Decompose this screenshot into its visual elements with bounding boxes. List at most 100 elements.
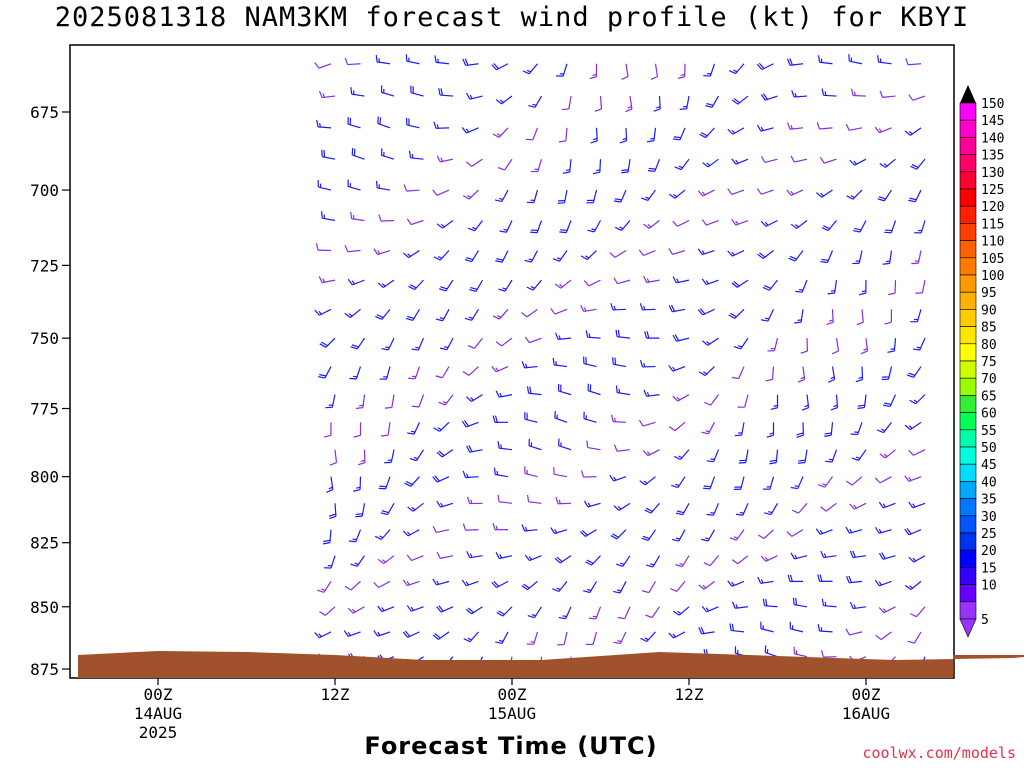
wind-barb-flag xyxy=(820,506,827,512)
wind-barb-flag xyxy=(436,500,442,508)
wind-barb-flag xyxy=(352,215,355,220)
wind-barb-flag xyxy=(587,502,591,507)
wind-barb-flag xyxy=(673,455,681,461)
colorbar-label: 15 xyxy=(981,561,997,576)
wind-barb-staff xyxy=(798,502,808,514)
wind-barb-flag xyxy=(378,214,382,222)
wind-barb-flag xyxy=(790,552,795,560)
wind-barbs xyxy=(314,54,926,672)
wind-barb-flag xyxy=(729,537,737,541)
wind-barb-staff xyxy=(391,394,395,408)
wind-barb-staff xyxy=(648,581,657,593)
wind-barb-flag xyxy=(790,190,794,195)
wind-barb-flag xyxy=(353,489,361,492)
wind-barb-flag xyxy=(699,133,707,139)
wind-barb-flag xyxy=(674,166,682,171)
wind-barb-flag xyxy=(710,512,715,514)
wind-barb-flag xyxy=(706,102,714,106)
colorbar-label: 80 xyxy=(981,338,997,353)
wind-barb-flag xyxy=(436,155,441,163)
wind-barb-flag xyxy=(731,559,739,565)
wind-barb-flag xyxy=(674,334,680,341)
wind-barb-flag xyxy=(731,601,736,609)
colorbar-segment xyxy=(959,205,977,224)
wind-barb-flag xyxy=(706,340,711,345)
colorbar-segment xyxy=(959,309,977,327)
wind-barb-flag xyxy=(762,598,766,606)
wind-barb-flag xyxy=(821,258,829,261)
wind-barb-flag xyxy=(328,486,333,490)
wind-barb-staff xyxy=(410,219,424,226)
wind-barb-flag xyxy=(904,584,912,591)
wind-barb-flag xyxy=(790,125,793,130)
wind-barb-staff xyxy=(617,279,631,285)
colorbar-label: 145 xyxy=(981,114,1004,129)
wind-barb-flag xyxy=(554,410,556,418)
wind-barb-flag xyxy=(787,574,791,582)
wind-barb-flag xyxy=(582,590,591,594)
wind-barb-flag xyxy=(765,598,768,606)
wind-barb-flag xyxy=(558,140,566,143)
wind-barb-flag xyxy=(433,256,441,261)
wind-barb-flag xyxy=(857,404,865,407)
wind-barb-flag xyxy=(528,258,533,261)
wind-barb-flag xyxy=(796,434,804,438)
wind-barb-flag xyxy=(700,626,705,634)
wind-barb-flag xyxy=(609,474,615,482)
wind-barb-flag xyxy=(758,62,765,69)
wind-barb-flag xyxy=(643,275,648,283)
wind-barb-staff xyxy=(912,95,926,101)
wind-barb-flag xyxy=(887,350,895,353)
wind-barb-flag xyxy=(705,280,709,285)
wind-barb-flag xyxy=(679,108,687,110)
source-credit[interactable]: coolwx.com/models xyxy=(862,744,1016,762)
wind-barb-flag xyxy=(874,477,881,484)
wind-barb-flag xyxy=(470,397,474,401)
wind-barb-flag xyxy=(801,406,809,411)
wind-barb-flag xyxy=(794,485,799,488)
wind-barb-flag xyxy=(673,193,678,198)
wind-barb-flag xyxy=(356,486,361,489)
wind-barb-flag xyxy=(432,578,438,586)
colorbar-segment xyxy=(959,395,977,413)
wind-barb-staff xyxy=(526,308,538,318)
wind-barb-flag xyxy=(890,348,895,351)
wind-barb-flag xyxy=(821,88,825,96)
wind-barb-flag xyxy=(818,484,826,488)
wind-barb-flag xyxy=(679,562,684,566)
wind-barb-staff xyxy=(744,394,749,408)
wind-barb-flag xyxy=(495,390,500,398)
wind-barb-flag xyxy=(857,406,865,410)
wind-barb-flag xyxy=(706,162,711,167)
wind-barb-flag xyxy=(728,70,736,75)
wind-barb-flag xyxy=(613,505,620,511)
wind-barb-flag xyxy=(621,76,629,80)
colorbar-label: 120 xyxy=(981,200,1004,215)
wind-barb-staff xyxy=(324,606,336,616)
wind-barb-flag xyxy=(495,99,502,105)
wind-barb-flag xyxy=(735,220,739,225)
wind-barb-flag xyxy=(731,623,734,631)
wind-barb-flag xyxy=(615,563,623,567)
wind-barb-flag xyxy=(830,407,838,411)
wind-barb-flag xyxy=(583,307,587,312)
wind-barb-flag xyxy=(434,475,440,482)
wind-barb-flag xyxy=(710,458,715,461)
wind-barb-flag xyxy=(703,485,711,488)
wind-barb-flag xyxy=(819,574,823,582)
wind-barb-flag xyxy=(656,106,661,109)
colorbar-segment xyxy=(959,119,977,138)
wind-barb-flag xyxy=(464,58,469,66)
wind-barb-flag xyxy=(643,480,648,484)
wind-barb-flag xyxy=(492,522,496,530)
colorbar-segment xyxy=(959,601,977,620)
wind-barb-flag xyxy=(347,607,354,614)
colorbar-segment xyxy=(959,343,977,362)
wind-barb-flag xyxy=(675,564,683,568)
wind-barb-flag xyxy=(830,376,835,380)
colorbar-label: 20 xyxy=(981,544,997,559)
wind-barb-flag xyxy=(406,218,412,225)
colorbar-segment xyxy=(959,326,977,345)
x-tick-hour: 12Z xyxy=(675,685,704,704)
